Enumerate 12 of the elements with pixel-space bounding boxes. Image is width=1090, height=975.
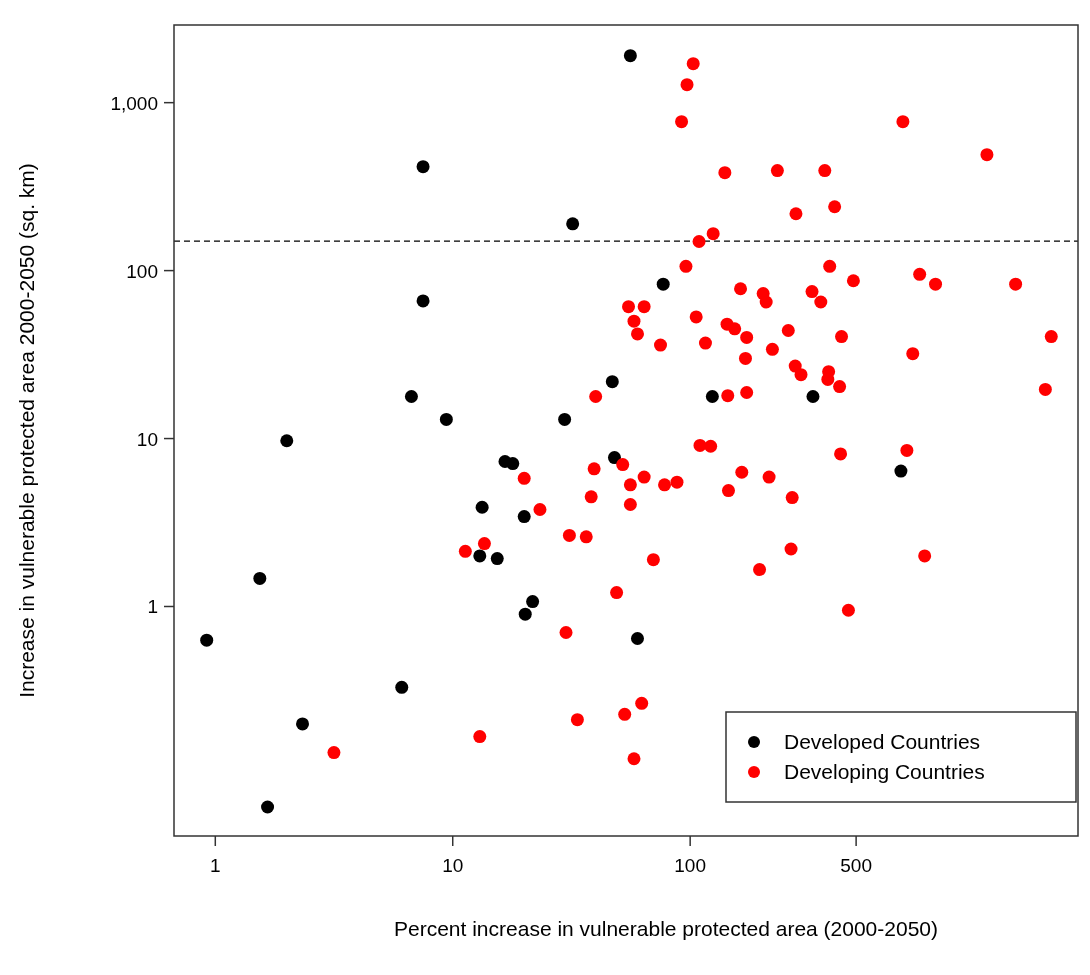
y-tick-label: 1 [147, 596, 158, 618]
x-tick-label: 100 [674, 855, 707, 876]
legend-label: Developed Countries [784, 730, 981, 753]
y-axis-title: Increase in vulnerable protected area 2000-2050 (sq. km) [15, 163, 38, 698]
x-tick-label: 10 [442, 855, 464, 876]
x-axis-title: Percent increase in vulnerable protected area (2000-2050) [393, 917, 939, 940]
y-tick-label: 1,000 [110, 92, 158, 114]
x-tick-label: 500 [840, 855, 872, 876]
y-tick-label: 10 [136, 428, 158, 450]
legend-label: Developing Countries [784, 760, 985, 783]
x-tick-label: 1 [210, 855, 221, 876]
y-tick-label: 100 [126, 260, 158, 282]
